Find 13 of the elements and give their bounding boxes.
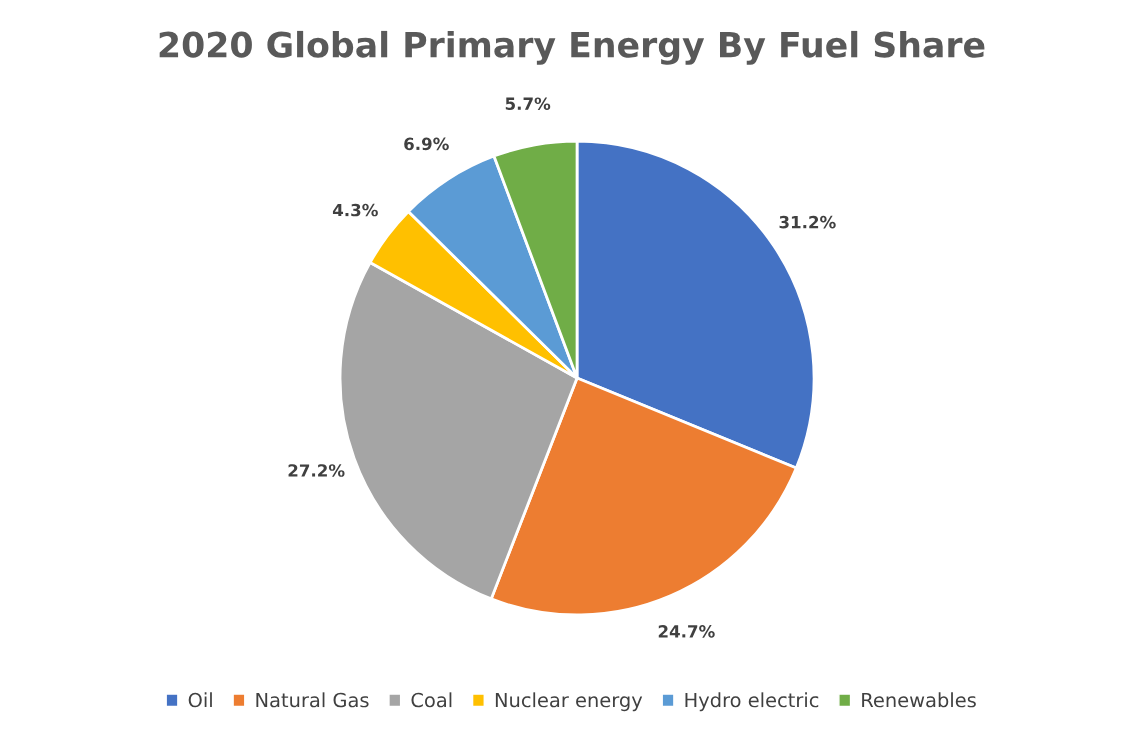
data-label: 31.2% — [779, 215, 836, 229]
data-label: 4.3% — [332, 203, 378, 217]
legend-label: Coal — [411, 692, 452, 708]
data-label: 5.7% — [505, 97, 551, 110]
chart-title: 2020 Global Primary Energy By Fuel Share — [159, 30, 985, 65]
legend-label: Hydro electric — [685, 692, 819, 712]
legend-label: Oil — [188, 692, 212, 708]
legend-label: Renewables — [862, 692, 976, 708]
data-label: 24.7% — [658, 625, 715, 638]
data-label: 6.9% — [404, 137, 449, 151]
data-label: 27.2% — [288, 464, 345, 477]
legend-label: Natural Gas — [256, 692, 369, 708]
legend-label: Nuclear energy — [495, 692, 643, 712]
